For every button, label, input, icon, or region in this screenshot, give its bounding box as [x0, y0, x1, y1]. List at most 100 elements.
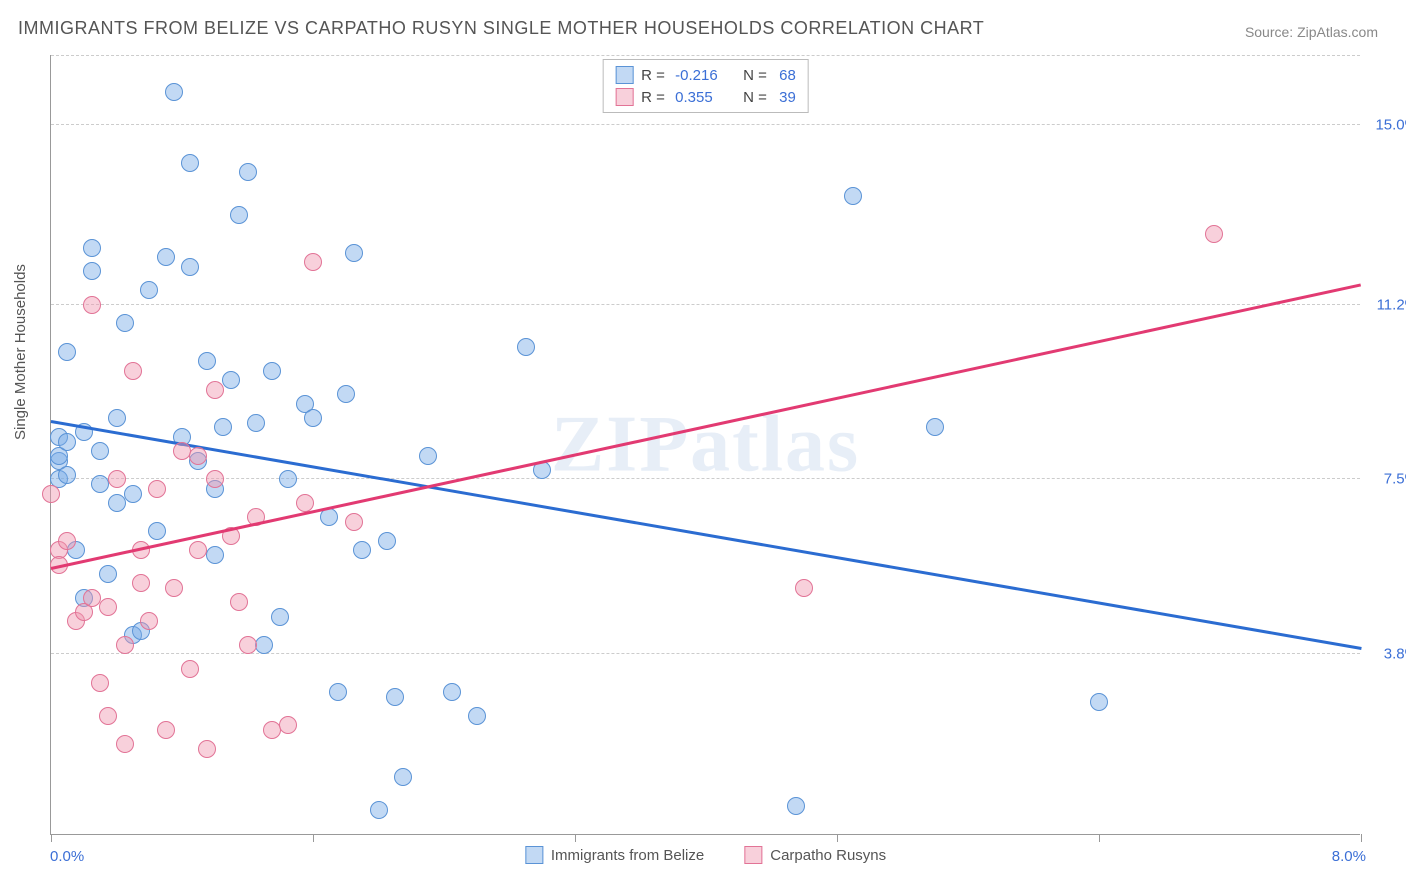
scatter-point — [329, 683, 347, 701]
y-axis-label: Single Mother Households — [12, 264, 29, 440]
scatter-point — [296, 494, 314, 512]
x-tick — [313, 834, 314, 842]
legend-label: Carpatho Rusyns — [770, 847, 886, 864]
scatter-point — [198, 352, 216, 370]
swatch-icon — [615, 66, 633, 84]
scatter-point — [83, 296, 101, 314]
x-axis-max-label: 8.0% — [1332, 848, 1366, 865]
scatter-point — [99, 565, 117, 583]
scatter-point — [181, 258, 199, 276]
scatter-point — [165, 83, 183, 101]
scatter-point — [926, 418, 944, 436]
scatter-point — [91, 442, 109, 460]
legend-n-value: 68 — [779, 67, 796, 84]
scatter-point — [165, 579, 183, 597]
scatter-point — [116, 735, 134, 753]
scatter-point — [148, 480, 166, 498]
gridline-h — [51, 304, 1360, 305]
scatter-point — [157, 248, 175, 266]
scatter-chart: ZIPatlas R = -0.216 N = 68 R = 0.355 N =… — [50, 55, 1360, 835]
scatter-point — [279, 716, 297, 734]
scatter-point — [148, 522, 166, 540]
legend-label: Immigrants from Belize — [551, 847, 704, 864]
scatter-point — [83, 589, 101, 607]
scatter-point — [1090, 693, 1108, 711]
scatter-point — [189, 447, 207, 465]
scatter-point — [108, 494, 126, 512]
x-tick — [1361, 834, 1362, 842]
scatter-point — [517, 338, 535, 356]
scatter-point — [304, 253, 322, 271]
watermark-text: ZIPatlas — [551, 399, 860, 490]
scatter-point — [116, 636, 134, 654]
scatter-point — [378, 532, 396, 550]
scatter-point — [230, 206, 248, 224]
scatter-point — [419, 447, 437, 465]
scatter-point — [91, 475, 109, 493]
x-tick — [51, 834, 52, 842]
legend-r-label: R = — [641, 89, 667, 106]
y-tick-label: 3.8% — [1384, 646, 1406, 663]
scatter-point — [239, 163, 257, 181]
scatter-point — [124, 362, 142, 380]
gridline-h — [51, 124, 1360, 125]
scatter-point — [99, 598, 117, 616]
scatter-point — [443, 683, 461, 701]
legend-r-value: 0.355 — [675, 89, 735, 106]
scatter-point — [206, 546, 224, 564]
scatter-point — [345, 513, 363, 531]
scatter-point — [99, 707, 117, 725]
scatter-point — [108, 409, 126, 427]
scatter-point — [255, 636, 273, 654]
scatter-point — [370, 801, 388, 819]
x-axis-min-label: 0.0% — [50, 848, 84, 865]
scatter-point — [116, 314, 134, 332]
trend-line — [51, 420, 1361, 649]
scatter-point — [394, 768, 412, 786]
scatter-point — [222, 371, 240, 389]
scatter-point — [198, 740, 216, 758]
scatter-point — [206, 470, 224, 488]
x-tick — [575, 834, 576, 842]
scatter-point — [83, 262, 101, 280]
scatter-point — [320, 508, 338, 526]
source-attribution: Source: ZipAtlas.com — [1245, 24, 1378, 40]
scatter-point — [345, 244, 363, 262]
scatter-point — [157, 721, 175, 739]
x-tick — [837, 834, 838, 842]
legend-n-value: 39 — [779, 89, 796, 106]
gridline-h — [51, 478, 1360, 479]
scatter-point — [189, 541, 207, 559]
scatter-point — [386, 688, 404, 706]
scatter-point — [108, 470, 126, 488]
scatter-point — [468, 707, 486, 725]
scatter-point — [124, 485, 142, 503]
swatch-icon — [525, 846, 543, 864]
scatter-point — [206, 381, 224, 399]
scatter-point — [844, 187, 862, 205]
scatter-point — [140, 281, 158, 299]
scatter-point — [263, 721, 281, 739]
gridline-h — [51, 55, 1360, 56]
scatter-point — [1205, 225, 1223, 243]
y-tick-label: 11.2% — [1377, 296, 1406, 313]
scatter-point — [58, 532, 76, 550]
legend-item-series-2: Carpatho Rusyns — [744, 846, 886, 864]
scatter-point — [91, 674, 109, 692]
scatter-point — [304, 409, 322, 427]
scatter-point — [337, 385, 355, 403]
scatter-point — [353, 541, 371, 559]
scatter-point — [58, 433, 76, 451]
swatch-icon — [615, 88, 633, 106]
legend-n-label: N = — [743, 89, 771, 106]
swatch-icon — [744, 846, 762, 864]
scatter-point — [181, 660, 199, 678]
scatter-point — [42, 485, 60, 503]
scatter-point — [263, 362, 281, 380]
scatter-point — [140, 612, 158, 630]
scatter-point — [787, 797, 805, 815]
scatter-point — [795, 579, 813, 597]
scatter-point — [239, 636, 257, 654]
legend-n-label: N = — [743, 67, 771, 84]
legend-r-value: -0.216 — [675, 67, 735, 84]
